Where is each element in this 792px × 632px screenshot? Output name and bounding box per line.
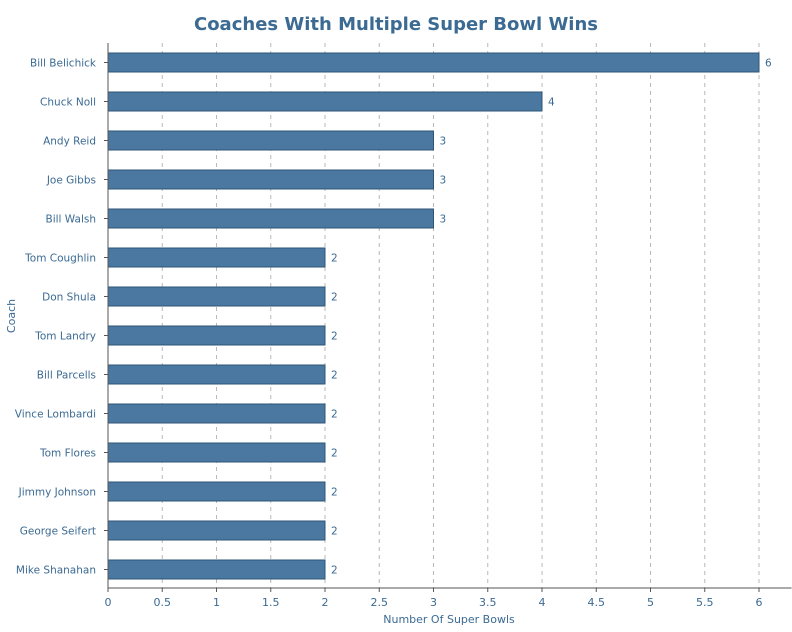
bar xyxy=(107,481,326,502)
data-label: 2 xyxy=(331,526,338,538)
data-label: 2 xyxy=(331,331,338,343)
data-label: 2 xyxy=(331,565,338,577)
data-label: 2 xyxy=(331,409,338,421)
data-label: 3 xyxy=(440,136,447,148)
bar xyxy=(107,442,326,463)
y-tick-label: Vince Lombardi xyxy=(15,409,96,421)
y-tick-label: Joe Gibbs xyxy=(46,175,96,187)
bar xyxy=(107,247,326,268)
x-tick-label: 3 xyxy=(430,596,437,609)
x-axis-label: Number Of Super Bowls xyxy=(383,613,515,626)
bar xyxy=(107,403,326,424)
bar xyxy=(107,130,434,151)
y-axis-label: Coach xyxy=(5,299,18,333)
bars: 6 4 3 3 3 2 2 2 2 2 2 2 2 2 xyxy=(107,52,772,580)
y-tick-label: Chuck Noll xyxy=(40,97,96,109)
bar xyxy=(107,169,434,190)
data-label: 3 xyxy=(440,175,447,187)
x-tick-label: 3.5 xyxy=(479,596,497,609)
data-label: 2 xyxy=(331,292,338,304)
x-tick-label: 5.5 xyxy=(696,596,714,609)
y-tick-label: Bill Belichick xyxy=(30,58,97,70)
gridlines xyxy=(161,43,760,588)
bar xyxy=(107,286,326,307)
y-tick-label: Bill Parcells xyxy=(37,370,96,382)
x-tick-label: 2.5 xyxy=(371,596,389,609)
bar xyxy=(107,208,434,229)
y-tick-label: Mike Shanahan xyxy=(16,565,96,577)
y-tick-label: Tom Flores xyxy=(39,448,96,460)
data-label: 2 xyxy=(331,370,338,382)
x-tick-label: 2 xyxy=(322,596,329,609)
data-label: 2 xyxy=(331,253,338,265)
y-tick-label: Don Shula xyxy=(42,292,96,304)
axes: 0 0.5 1 1.5 2 2.5 3 3.5 4 4.5 5 5.5 6 Bill Belichick C… xyxy=(15,43,792,609)
y-tick-label: George Seifert xyxy=(20,526,96,538)
data-label: 2 xyxy=(331,448,338,460)
data-label: 2 xyxy=(331,487,338,499)
chart-title: Coaches With Multiple Super Bowl Wins xyxy=(194,14,598,35)
y-tick-label: Andy Reid xyxy=(43,136,96,148)
x-tick-label: 4.5 xyxy=(588,596,606,609)
data-label: 4 xyxy=(548,97,555,109)
x-tick-label: 1.5 xyxy=(262,596,280,609)
x-tick-label: 0.5 xyxy=(154,596,172,609)
data-label: 6 xyxy=(765,58,772,70)
x-tick-label: 6 xyxy=(756,596,763,609)
x-tick-label: 1 xyxy=(213,596,220,609)
bar xyxy=(107,520,326,541)
y-tick-label: Bill Walsh xyxy=(46,214,96,226)
x-tick-label: 0 xyxy=(105,596,112,609)
bar xyxy=(107,52,760,73)
bar xyxy=(107,91,543,112)
bar xyxy=(107,559,326,580)
y-tick-label: Jimmy Johnson xyxy=(18,487,96,499)
y-tick-label: Tom Coughlin xyxy=(24,253,96,265)
y-tick-label: Tom Landry xyxy=(34,331,96,343)
x-tick-label: 4 xyxy=(539,596,546,609)
bar xyxy=(107,364,326,385)
data-label: 3 xyxy=(440,214,447,226)
bar xyxy=(107,325,326,346)
x-tick-label: 5 xyxy=(647,596,654,609)
